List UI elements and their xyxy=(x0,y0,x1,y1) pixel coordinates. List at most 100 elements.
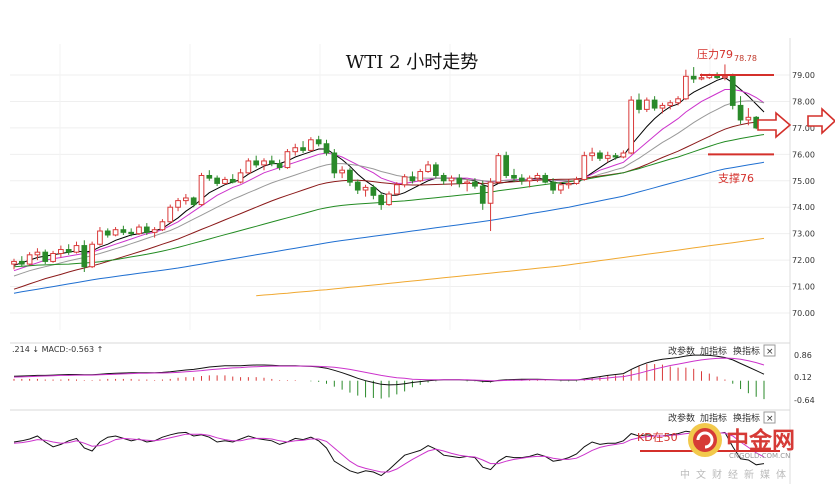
candle-body xyxy=(393,184,400,195)
candle-body xyxy=(690,75,697,80)
candle-body xyxy=(206,174,213,179)
candle-body xyxy=(300,147,306,151)
candle-body xyxy=(245,160,252,174)
candle-body xyxy=(667,102,674,106)
candle-body xyxy=(73,245,80,253)
candle-body xyxy=(81,245,88,268)
price-tick-label: 77.00 xyxy=(792,124,815,133)
last-price-label: 78.78 xyxy=(734,54,757,63)
candle-body xyxy=(722,75,728,79)
watermark-text: 中金网 xyxy=(726,427,795,454)
candle-body xyxy=(198,174,205,206)
candle-body xyxy=(26,254,33,265)
candle-body xyxy=(745,116,752,121)
candle-body xyxy=(503,155,510,176)
candle-body xyxy=(128,231,135,235)
macd-toolbar: 改参数 加指标 换指标 × xyxy=(668,344,776,357)
candle-body xyxy=(550,181,556,191)
candle-body xyxy=(698,77,705,80)
candle-body xyxy=(518,177,525,182)
candle-body xyxy=(261,160,267,166)
moving-average-lines xyxy=(13,77,765,297)
chart-title: WTI 2 小时走势 xyxy=(346,52,479,73)
candle-body xyxy=(284,151,291,169)
price-tick-label: 78.00 xyxy=(792,97,815,106)
candle-body xyxy=(104,230,111,236)
candle-body xyxy=(151,229,158,233)
close-icon: × xyxy=(766,347,774,357)
candle-body xyxy=(620,152,627,158)
candle-body xyxy=(50,253,56,262)
candle-body xyxy=(425,164,431,173)
candle-body xyxy=(18,260,25,265)
macd-lines xyxy=(13,354,765,386)
kd-toolbar: 改参数 加指标 换指标 × xyxy=(668,411,776,424)
toolbar-item: 换指标 xyxy=(733,345,760,357)
macd-header: .214 ↓ MACD:-0.563 ↑ xyxy=(12,345,103,354)
macd-tick-label: -0.64 xyxy=(794,396,815,405)
toolbar-item: 换指标 xyxy=(733,412,760,424)
price-tick-label: 70.00 xyxy=(792,309,815,318)
candle-body xyxy=(253,160,260,166)
price-tick-label: 74.00 xyxy=(792,203,815,212)
kd-d-line xyxy=(13,432,765,473)
macd-dif-line xyxy=(13,354,765,386)
candle-body xyxy=(604,155,611,159)
candle-body xyxy=(472,181,478,187)
candle-body xyxy=(159,221,166,231)
price-tick-label: 73.00 xyxy=(792,230,815,239)
candle-body xyxy=(183,197,189,202)
candle-body xyxy=(276,163,283,169)
candle-body xyxy=(643,99,650,110)
candle-body xyxy=(565,182,572,186)
kd-annotation: KD在50 xyxy=(637,431,678,444)
candle-body xyxy=(167,206,174,223)
candle-body xyxy=(339,169,345,174)
candle-body xyxy=(11,260,17,265)
candle-body xyxy=(628,99,635,154)
close-icon-box xyxy=(763,344,776,357)
moving-average-line xyxy=(13,120,765,290)
toolbar-item: 改参数 xyxy=(668,412,695,424)
candle-body xyxy=(675,98,681,104)
candle-body xyxy=(34,251,41,256)
candle-body xyxy=(136,226,142,235)
candle-body xyxy=(237,172,244,183)
candle-body xyxy=(89,243,95,268)
macd-tick-label: 0.86 xyxy=(794,351,812,360)
candle-body xyxy=(190,197,197,206)
candle-body xyxy=(268,160,275,165)
candle-body xyxy=(315,139,322,145)
price-tick-label: 76.00 xyxy=(792,150,815,159)
macd-tick-label: 0.12 xyxy=(794,373,812,382)
main-grid xyxy=(10,38,791,484)
candle-body xyxy=(214,177,220,184)
macd-dea-line xyxy=(13,357,765,382)
candle-body xyxy=(479,185,486,204)
toolbar-item: 加指标 xyxy=(700,345,727,357)
watermark-slogan: 中文财经新媒体 xyxy=(680,468,792,481)
candle-body xyxy=(597,152,603,159)
candle-body xyxy=(331,152,338,174)
candle-body xyxy=(378,194,385,206)
candle-body xyxy=(487,181,494,204)
candle-body xyxy=(448,177,455,182)
forward-arrow-icon xyxy=(757,107,835,139)
moving-average-line xyxy=(13,77,765,266)
candle-body xyxy=(386,193,392,206)
candle-body xyxy=(612,155,619,158)
candle-body xyxy=(729,75,736,106)
candle-body xyxy=(58,249,64,255)
watermark: 中金网 CNGOLD.COM.CN 中文财经新媒体 xyxy=(680,423,795,481)
candle-body xyxy=(370,186,377,196)
candle-body xyxy=(526,177,533,182)
candle-body xyxy=(558,184,564,191)
candle-body xyxy=(97,230,103,245)
candle-body xyxy=(511,174,517,179)
price-tick-label: 72.00 xyxy=(792,256,815,265)
candle-body xyxy=(659,104,666,109)
candle-body xyxy=(495,155,502,183)
candlesticks xyxy=(11,64,767,273)
candle-body xyxy=(143,226,150,233)
candle-body xyxy=(636,99,642,110)
